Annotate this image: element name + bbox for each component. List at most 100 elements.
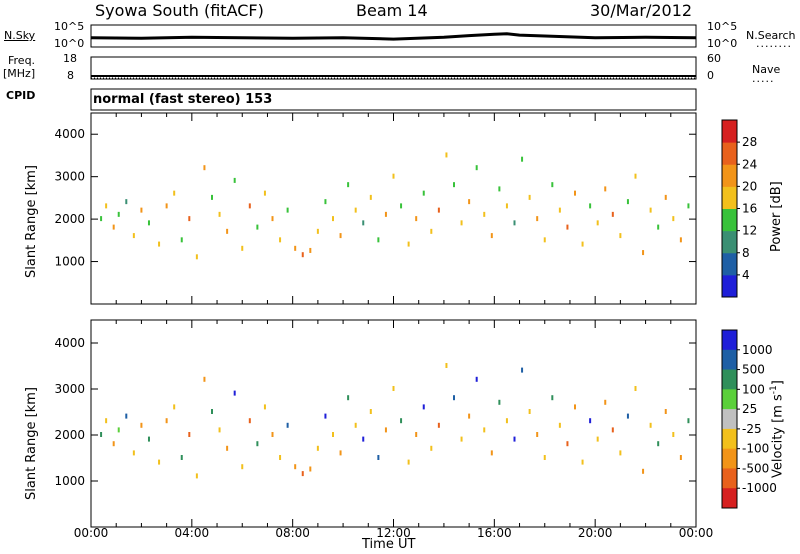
power-data-point (551, 182, 554, 188)
power-ytick-label: 2000 (54, 212, 85, 226)
cpid-label: CPID (6, 89, 36, 102)
velocity-colorbar-segment (722, 488, 737, 509)
power-data-point (271, 216, 274, 222)
power-data-point (105, 203, 108, 209)
station-title: Syowa South (fitACF) (95, 1, 264, 20)
power-data-point (513, 220, 516, 226)
power-colorbar-tick-label: 16 (742, 202, 757, 216)
noise-right-top-tick: 10^5 (707, 20, 738, 33)
power-data-point (263, 190, 266, 196)
velocity-data-point (453, 395, 455, 401)
power-data-point (203, 165, 206, 171)
velocity-data-point (437, 422, 440, 428)
velocity-colorbar-frame (721, 329, 738, 509)
velocity-data-point (415, 432, 418, 437)
velocity-data-point (165, 418, 168, 424)
velocity-data-point (226, 445, 229, 451)
power-colorbar-tick-label: 20 (742, 179, 757, 193)
velocity-data-point (147, 436, 150, 442)
power-data-point (211, 194, 213, 200)
power-colorbar-tick-label: 8 (742, 246, 750, 260)
velocity-ytick-label: 1000 (54, 474, 85, 488)
velocity-data-point (140, 422, 143, 428)
power-data-point (173, 190, 176, 196)
velocity-colorbar-tick-label: -25 (742, 422, 762, 436)
velocity-colorbar-segment (722, 330, 737, 351)
power-data-point (377, 237, 380, 243)
velocity-data-point (626, 413, 629, 419)
velocity-data-point (392, 386, 395, 391)
freq-label-2: [MHz] (3, 67, 36, 80)
velocity-colorbar-tick-label: -1000 (742, 481, 777, 495)
freq-label-1: Freq. (8, 54, 36, 67)
power-data-point (566, 224, 569, 230)
velocity-data-point (528, 409, 531, 414)
velocity-data-point (468, 413, 471, 419)
power-data-point (490, 233, 493, 239)
power-data-point (112, 224, 115, 230)
power-data-point (132, 233, 135, 239)
power-data-point (634, 173, 637, 179)
power-data-point (626, 199, 629, 205)
velocity-data-point (173, 404, 176, 410)
power-data-point (195, 254, 198, 260)
velocity-colorbar-segment (722, 369, 737, 390)
velocity-data-point (354, 422, 357, 428)
velocity-data-point (513, 436, 516, 442)
power-data-point (241, 245, 244, 251)
power-data-point (460, 220, 463, 226)
velocity-data-point (460, 436, 463, 442)
velocity-data-point (642, 468, 645, 474)
velocity-data-point (256, 441, 259, 447)
power-data-point (286, 207, 289, 213)
power-data-point (422, 190, 425, 196)
velocity-panel-frame (90, 319, 697, 528)
power-data-point (384, 211, 387, 217)
power-ytick-label: 1000 (54, 255, 85, 269)
cpid-text: normal (fast stereo) 153 (93, 92, 273, 107)
power-data-point (679, 237, 682, 243)
x-tick-label: 00:00 (74, 526, 109, 540)
velocity-data-point (505, 418, 508, 424)
power-colorbar-segment (722, 208, 737, 232)
velocity-data-point (619, 450, 622, 456)
power-ytick-label: 3000 (54, 170, 85, 184)
power-colorbar-segment (722, 252, 737, 276)
velocity-data-point (384, 427, 387, 433)
nsky-label: N.Sky (4, 29, 36, 42)
velocity-data-point (263, 404, 266, 410)
x-tick-label: 20:00 (578, 526, 613, 540)
power-colorbar-segment (722, 120, 737, 143)
velocity-data-point (664, 409, 667, 414)
power-data-point (248, 203, 251, 209)
x-tick-label: 12:00 (376, 526, 411, 540)
velocity-colorbar-tick-label: -500 (742, 461, 769, 475)
velocity-data-point (339, 450, 342, 456)
velocity-data-point (490, 450, 493, 456)
power-data-point (657, 224, 660, 230)
velocity-data-point (574, 404, 576, 410)
freq-panel-frame (90, 56, 697, 80)
velocity-data-point (558, 422, 561, 428)
velocity-colorbar-segment (722, 409, 737, 430)
velocity-data-point (430, 445, 433, 451)
power-data-point (301, 252, 304, 258)
velocity-data-point (422, 404, 425, 410)
power-data-point (400, 203, 403, 209)
velocity-data-point (294, 464, 297, 470)
power-data-point (125, 199, 128, 205)
power-data-point (505, 203, 508, 209)
velocity-colorbar-segment (722, 428, 737, 450)
velocity-ytick-label: 2000 (54, 428, 85, 442)
velocity-data-point (309, 466, 312, 472)
velocity-data-point (347, 395, 350, 401)
x-tick-label: 08:00 (275, 526, 310, 540)
power-data-point (324, 199, 327, 205)
velocity-data-point (475, 376, 478, 382)
power-data-point (589, 203, 592, 209)
power-data-point (611, 211, 614, 217)
power-data-point (437, 207, 440, 213)
velocity-data-point (543, 455, 546, 460)
velocity-colorbar-tick-label: 100 (742, 382, 765, 396)
